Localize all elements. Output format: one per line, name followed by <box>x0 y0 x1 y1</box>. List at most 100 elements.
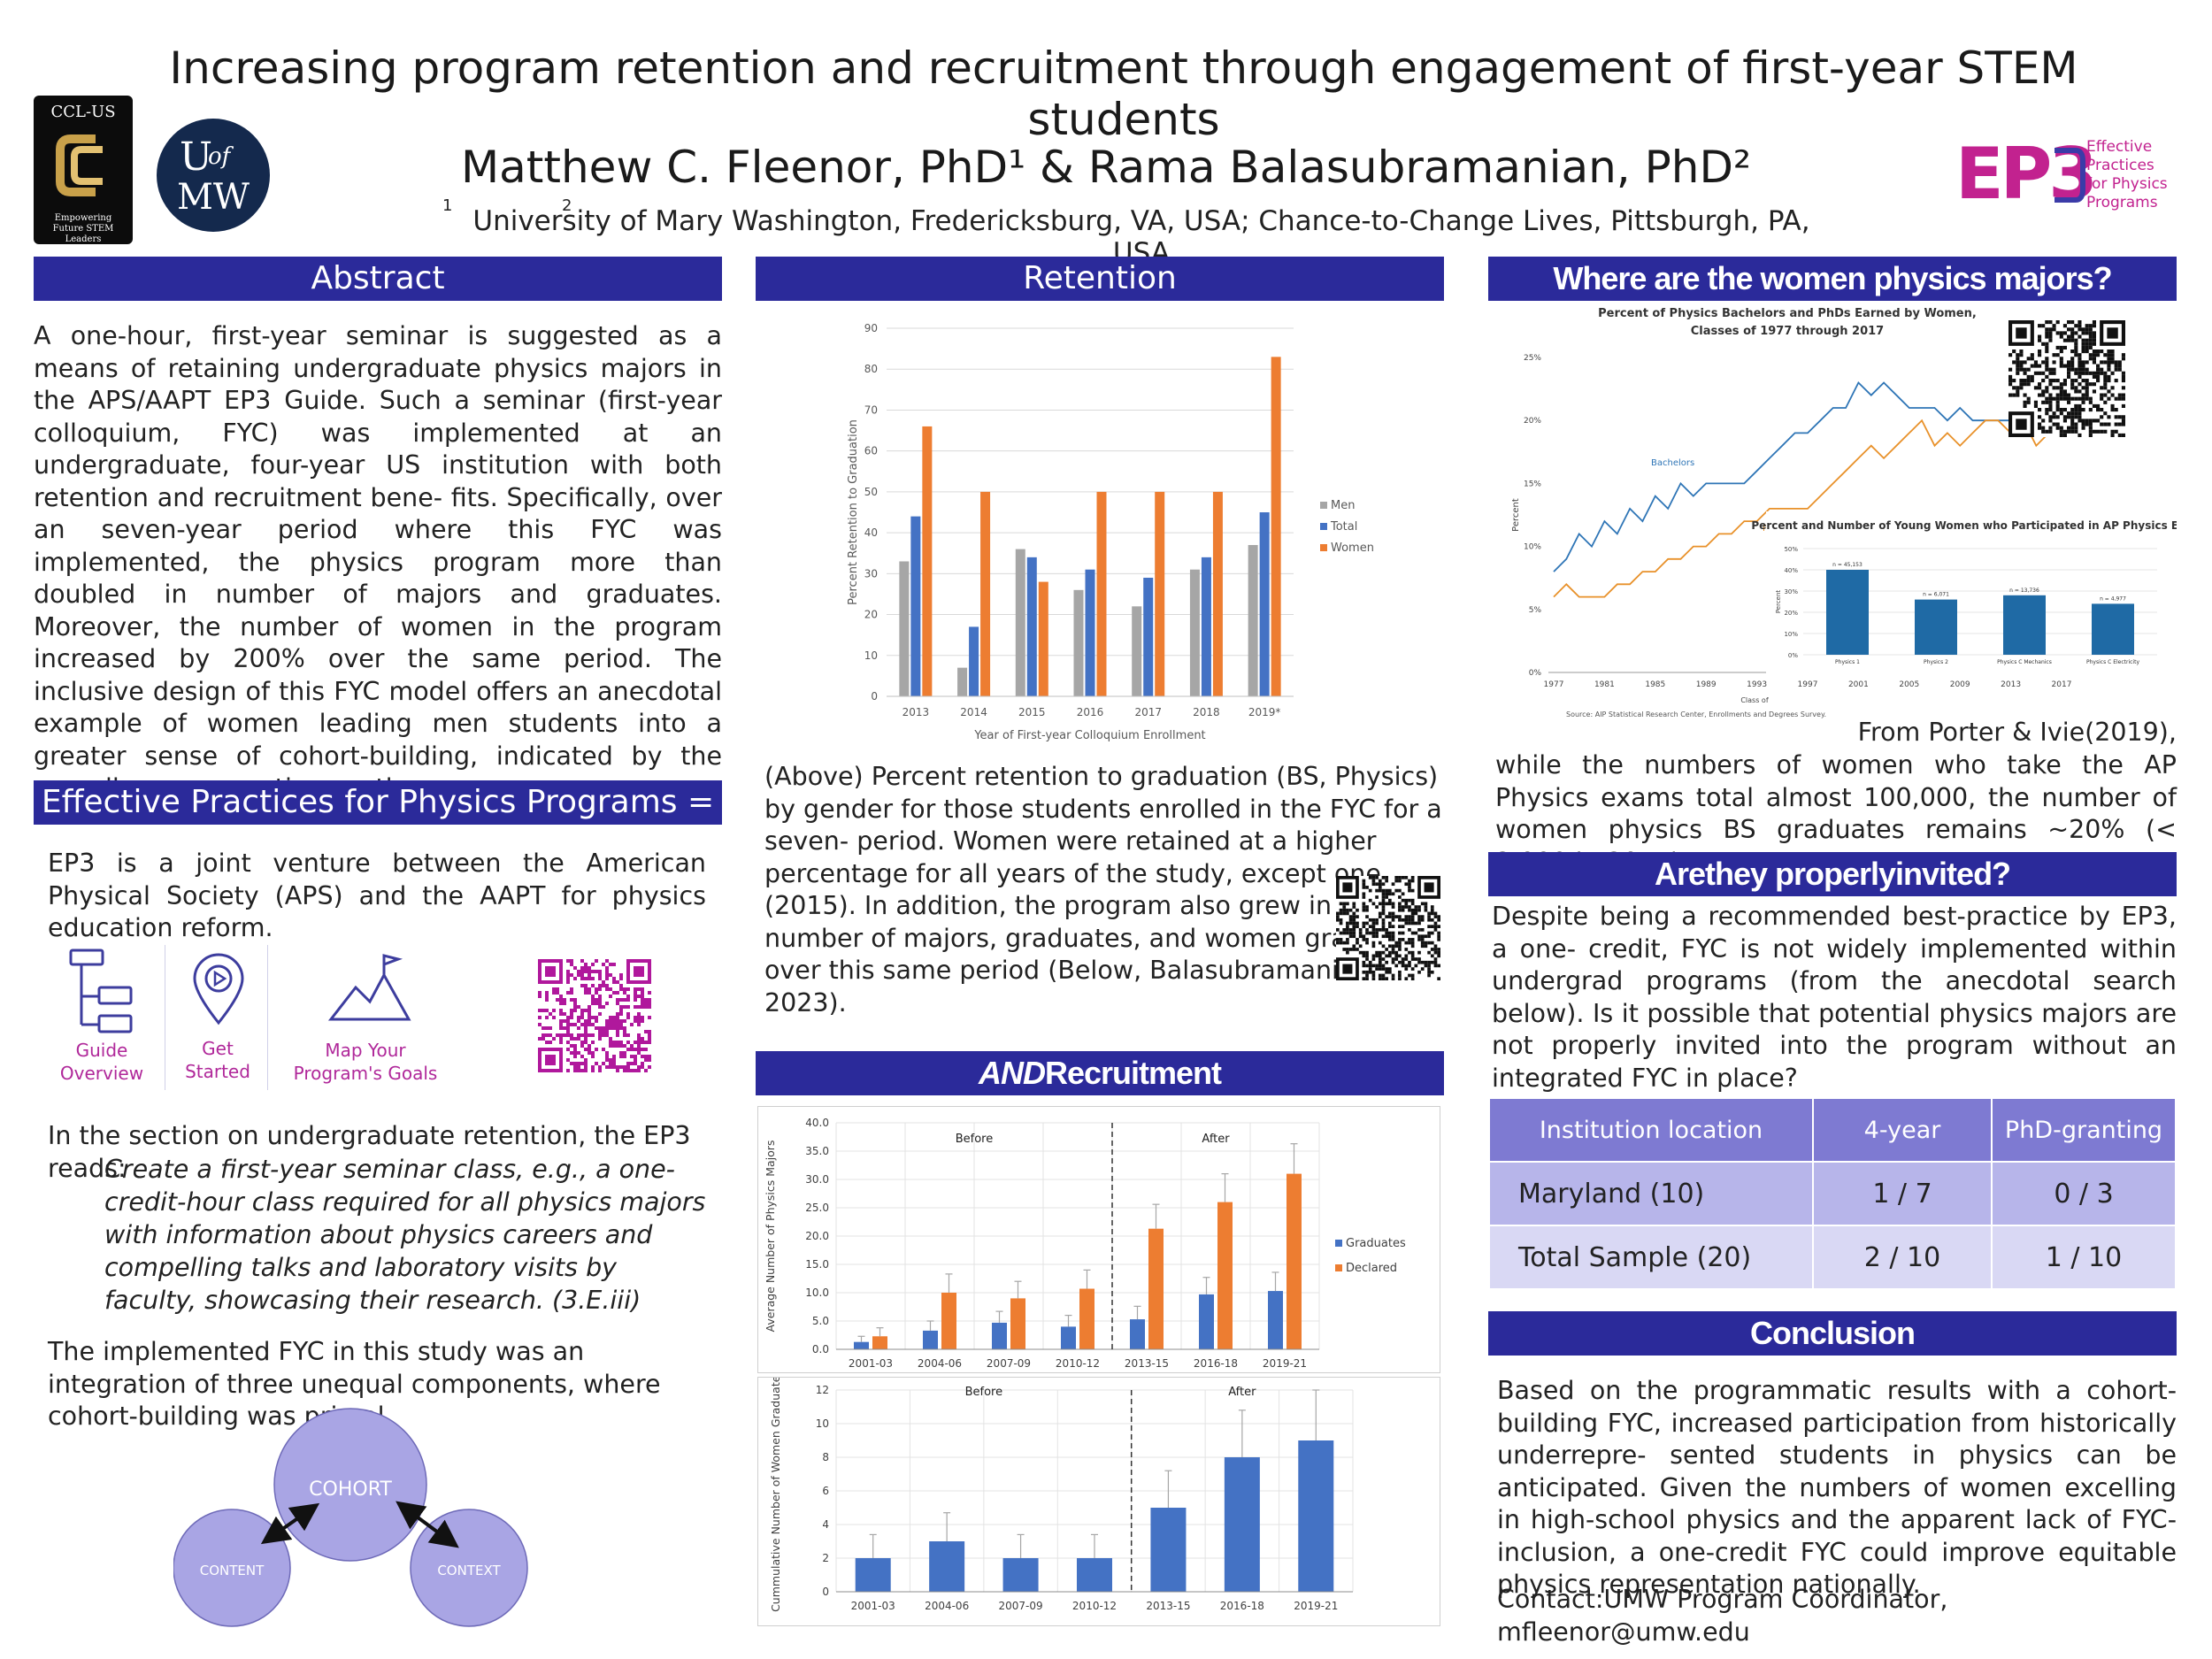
qr-module <box>605 959 609 963</box>
qr-module <box>1368 876 1372 879</box>
qr-module <box>1408 898 1411 902</box>
qr-module <box>588 977 591 980</box>
y-tick-label: 0.0 <box>812 1343 829 1356</box>
qr-module <box>577 1069 580 1072</box>
qr-module <box>595 1048 598 1051</box>
qr-module <box>1368 964 1372 968</box>
qr-module <box>2085 342 2089 346</box>
venn-context-label: CONTEXT <box>437 1563 501 1578</box>
venn-cohort-label: COHORT <box>309 1479 392 1501</box>
qr-module <box>1336 941 1340 945</box>
qr-module <box>1408 879 1411 883</box>
qr-module <box>2074 415 2078 419</box>
qr-module <box>2081 422 2085 426</box>
qr-module <box>1414 957 1418 961</box>
legend-label: Declared <box>1346 1262 1397 1275</box>
qr-module <box>2117 415 2122 419</box>
qr-module <box>1401 957 1405 961</box>
qr-module <box>626 1041 630 1044</box>
qr-module <box>2088 331 2093 335</box>
qr-module <box>605 984 609 987</box>
ap-category-label: Physics 2 <box>1924 659 1948 665</box>
qr-module <box>2038 371 2042 375</box>
qr-module <box>1433 911 1438 916</box>
qr-module <box>2100 408 2104 412</box>
qr-module <box>2092 320 2096 325</box>
qr-module <box>1401 908 1405 912</box>
qr-module <box>2088 426 2093 430</box>
qr-finder <box>1424 882 1434 893</box>
qr-module <box>2048 419 2053 423</box>
qr-module <box>644 1005 648 1009</box>
qr-module <box>2081 386 2085 390</box>
qr-module <box>648 1055 651 1058</box>
qr-module <box>591 1023 595 1026</box>
qr-module <box>1420 902 1425 906</box>
qr-module <box>570 1062 573 1065</box>
qr-module <box>1427 973 1431 978</box>
qr-module <box>1378 928 1382 932</box>
qr-module <box>2008 353 2013 357</box>
qr-module <box>598 1065 602 1069</box>
qr-module <box>1371 918 1376 922</box>
qr-module <box>2085 345 2089 349</box>
qr-module <box>2048 320 2053 325</box>
qr-module <box>1414 931 1418 935</box>
qr-module <box>2092 382 2096 387</box>
icon-label-get-started[interactable]: Get Started <box>173 1037 262 1083</box>
qr-module <box>2085 331 2089 335</box>
qr-module <box>641 987 644 991</box>
qr-module <box>1430 905 1434 909</box>
qr-module <box>2114 408 2118 412</box>
qr-module <box>2038 426 2042 430</box>
qr-module <box>1398 931 1402 935</box>
qr-module <box>2070 349 2075 354</box>
qr-module <box>1381 918 1386 922</box>
qr-module <box>1410 879 1415 883</box>
qr-module <box>609 973 612 977</box>
qr-module <box>2121 393 2125 397</box>
qr-module <box>2103 422 2108 426</box>
icon-label-map-goals[interactable]: Map Your Program's Goals <box>285 1039 446 1085</box>
bar <box>1079 1288 1094 1349</box>
qr-module <box>1362 954 1366 958</box>
qr-module <box>1394 954 1399 958</box>
qr-module <box>2103 360 2108 365</box>
qr-module <box>641 1041 644 1044</box>
qr-module <box>1346 931 1349 935</box>
qr-module <box>1388 938 1392 941</box>
icon-label-guide-overview[interactable]: Guide Overview <box>51 1039 152 1085</box>
qr-module <box>1398 918 1402 922</box>
qr-module <box>1391 915 1395 918</box>
qr-module <box>605 1002 609 1005</box>
qr-module <box>2026 400 2031 404</box>
y-tick-label: 10 <box>864 649 878 662</box>
x-tick-label: 2001-03 <box>851 1600 895 1612</box>
qr-module <box>1358 931 1363 935</box>
qr-module <box>1401 918 1405 922</box>
qr-module <box>1381 957 1386 961</box>
qr-module <box>1404 977 1409 980</box>
qr-module <box>602 1033 605 1037</box>
qr-module <box>612 1065 616 1069</box>
qr-module <box>2045 360 2049 365</box>
bar-total <box>1085 569 1095 696</box>
qr-module <box>1404 905 1409 909</box>
qr-module <box>1414 905 1418 909</box>
qr-module <box>2067 396 2071 401</box>
qr-module <box>1427 964 1431 968</box>
qr-module <box>559 1009 563 1012</box>
y-tick-label: 40.0 <box>805 1117 829 1129</box>
majors-chart-frame: 0.0 5.0 10.0 15.0 20.0 25.0 30.0 35.0 40.0 2001-0… <box>757 1106 1440 1373</box>
qr-module <box>2121 379 2125 383</box>
qr-module <box>2048 382 2053 387</box>
qr-module <box>2114 422 2118 426</box>
qr-module <box>641 1048 644 1051</box>
qr-module <box>1348 908 1353 912</box>
qr-module <box>1346 911 1349 916</box>
qr-module <box>1352 931 1356 935</box>
qr-module <box>605 1051 609 1055</box>
qr-module <box>1375 921 1379 926</box>
x-tick-label: 2004-06 <box>925 1600 969 1612</box>
x-tick-label: 2016 <box>1077 706 1104 718</box>
